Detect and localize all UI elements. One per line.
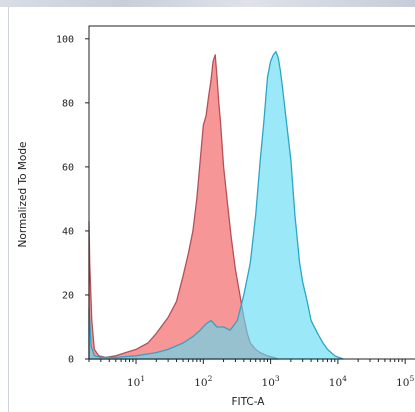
x-tick-label: 102 xyxy=(194,374,212,389)
x-axis: 101 102 103 104 105 xyxy=(88,359,414,389)
histogram-series-2 xyxy=(88,50,344,360)
top-image-strip xyxy=(0,0,415,7)
plot-frame xyxy=(88,25,415,360)
left-border xyxy=(8,7,9,412)
y-tick-label: 40 xyxy=(62,226,74,237)
y-tick-label: 60 xyxy=(62,162,74,173)
y-axis: 0 20 40 60 80 100 xyxy=(56,34,89,366)
x-tick-label: 103 xyxy=(262,374,280,389)
y-tick-label: 80 xyxy=(62,98,74,109)
x-tick-label: 105 xyxy=(396,374,414,389)
x-axis-title: FITC-A xyxy=(231,396,265,408)
y-axis-title: Normalized To Mode xyxy=(17,142,29,248)
x-tick-label: 101 xyxy=(127,374,145,389)
x-tick-label: 104 xyxy=(329,374,347,389)
y-tick-label: 20 xyxy=(62,290,74,301)
series-layer xyxy=(88,50,344,360)
y-tick-label: 100 xyxy=(56,34,74,45)
y-tick-label: 0 xyxy=(68,355,74,366)
